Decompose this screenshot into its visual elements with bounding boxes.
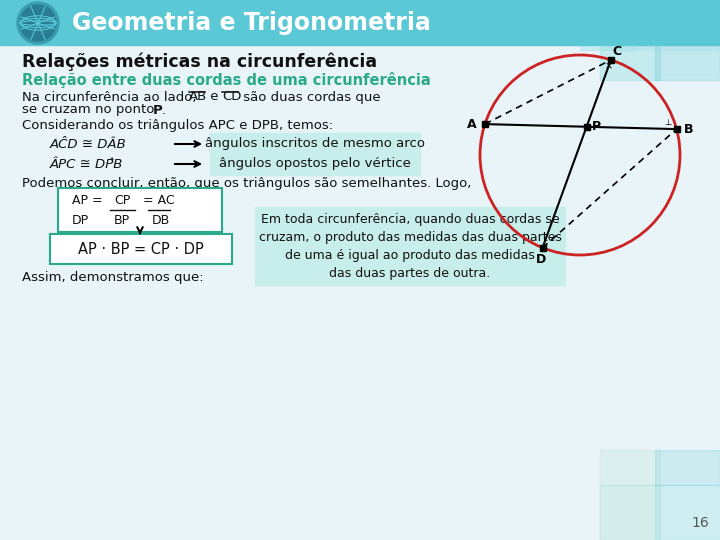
Text: Relações métricas na circunferência: Relações métricas na circunferência — [22, 53, 377, 71]
Text: AĈD ≅ DÂB: AĈD ≅ DÂB — [50, 138, 127, 151]
Text: e: e — [206, 91, 222, 104]
Text: B: B — [684, 123, 693, 136]
Bar — [210, 153, 420, 175]
Bar — [0, 0, 720, 45]
Text: .: . — [162, 104, 166, 117]
Text: ×: × — [605, 61, 613, 71]
Text: AB: AB — [189, 91, 207, 104]
Text: P: P — [153, 104, 163, 117]
Text: = AC: = AC — [143, 193, 175, 206]
Text: ⊥: ⊥ — [665, 118, 672, 127]
Text: ângulos opostos pelo vértice: ângulos opostos pelo vértice — [219, 158, 411, 171]
Bar — [600, 450, 660, 485]
Bar — [580, 0, 635, 50]
Text: ângulos inscritos de mesmo arco: ângulos inscritos de mesmo arco — [205, 138, 425, 151]
Bar — [635, 0, 720, 50]
Text: ÂPC ≅ DP̂B: ÂPC ≅ DP̂B — [50, 158, 123, 171]
Text: 16: 16 — [691, 516, 709, 530]
FancyBboxPatch shape — [58, 188, 222, 232]
Text: Assim, demonstramos que:: Assim, demonstramos que: — [22, 272, 204, 285]
Text: Na circunferência ao lado,: Na circunferência ao lado, — [22, 91, 201, 104]
Text: AP =: AP = — [72, 193, 103, 206]
Bar — [655, 0, 720, 40]
Text: Geometria e Trigonometria: Geometria e Trigonometria — [72, 11, 431, 35]
FancyBboxPatch shape — [50, 234, 232, 264]
Text: DP: DP — [72, 213, 89, 226]
Text: Considerando os triângulos APC e DPB, temos:: Considerando os triângulos APC e DPB, te… — [22, 118, 333, 132]
Text: Em toda circunferência, quando duas cordas se
cruzam, o produto das medidas das : Em toda circunferência, quando duas cord… — [258, 213, 562, 280]
Text: AP · BP = CP · DP: AP · BP = CP · DP — [78, 241, 204, 256]
Bar — [600, 485, 660, 540]
Text: D: D — [536, 253, 546, 266]
Bar — [210, 133, 420, 155]
Circle shape — [17, 2, 59, 44]
Bar — [655, 485, 720, 540]
Text: A: A — [467, 118, 477, 131]
Bar — [655, 450, 720, 485]
Text: se cruzam no ponto: se cruzam no ponto — [22, 104, 158, 117]
Text: C: C — [612, 45, 621, 58]
Text: CP: CP — [114, 193, 130, 206]
Text: Podemos concluir, então, que os triângulos são semelhantes. Logo,: Podemos concluir, então, que os triângul… — [22, 177, 472, 190]
Circle shape — [20, 5, 56, 41]
Text: são duas cordas que: são duas cordas que — [239, 91, 381, 104]
Bar — [600, 20, 660, 80]
Text: CD: CD — [222, 91, 241, 104]
Text: BP: BP — [114, 213, 130, 226]
Bar — [255, 207, 565, 285]
Text: Relação entre duas cordas de uma circunferência: Relação entre duas cordas de uma circunf… — [22, 72, 431, 88]
Bar — [655, 20, 720, 80]
Bar — [600, 0, 655, 40]
Text: DB: DB — [152, 213, 170, 226]
Text: P: P — [592, 120, 601, 133]
